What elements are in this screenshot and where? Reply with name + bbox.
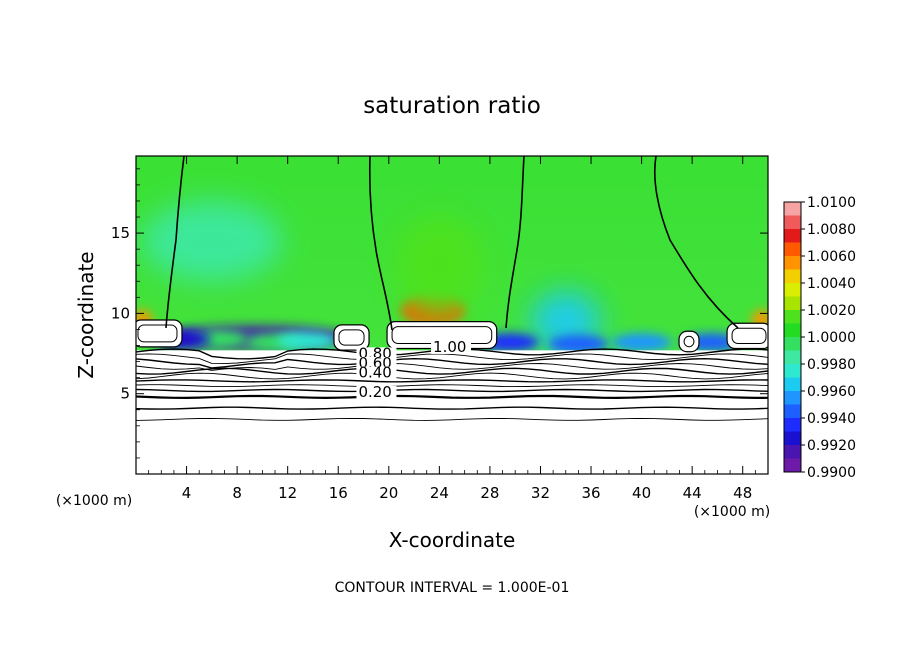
cloud-region-3 xyxy=(678,330,700,353)
contour-line-6 xyxy=(136,379,768,383)
colorbar: 1.0100 1.0080 1.0060 1.0040 1.0020 1.0000 0.99… xyxy=(783,195,856,481)
contour-label-0: 1.00 xyxy=(433,338,466,356)
contour-line-7 xyxy=(136,384,768,388)
contour-label-bg-3 xyxy=(356,366,397,380)
contour-label-bg-4 xyxy=(356,385,397,399)
feature-cool-3 xyxy=(141,201,282,282)
contour-line-4 xyxy=(136,367,768,375)
contour-interval-note: CONTOUR INTERVAL = 1.000E-01 xyxy=(335,580,570,596)
cloud-inner-outline-1 xyxy=(338,329,365,346)
colorbar-swatch-1 xyxy=(784,215,801,230)
colorbar-swatch-12 xyxy=(784,364,801,378)
cloud-inner-outline-3 xyxy=(683,335,695,348)
colorbar-label-1: 1.0080 xyxy=(807,222,856,238)
x-tick-label-3: 16 xyxy=(329,484,348,502)
colorbar-swatch-9 xyxy=(784,323,801,338)
colorbar-label-7: 0.9960 xyxy=(807,384,856,400)
colorbar-swatch-14 xyxy=(784,391,801,405)
y-axis-label: Z-coordinate xyxy=(74,251,98,378)
colorbar-swatch-4 xyxy=(784,256,801,270)
contour-line-8 xyxy=(136,388,768,393)
chart-title: saturation ratio xyxy=(363,93,541,119)
x-unit-right: (×1000 m) xyxy=(694,504,770,520)
feature-band-4 xyxy=(548,334,609,353)
colorbar-swatch-8 xyxy=(784,310,801,324)
x-axis: 4 8 12 16 20 24 28 32 36 40 44 48 xyxy=(148,156,756,502)
unity-contours xyxy=(165,156,739,331)
contour-label-4: 0.20 xyxy=(358,383,391,401)
colorbar-swatch-2 xyxy=(784,229,801,243)
stable-layer-contours xyxy=(136,348,768,474)
colorbar-label-3: 1.0040 xyxy=(807,276,856,292)
x-tick-label-5: 24 xyxy=(430,484,449,502)
contour-label-3: 0.40 xyxy=(358,364,391,382)
unity-contour-2 xyxy=(368,156,393,331)
feature-band-2 xyxy=(276,331,337,350)
contour-line-9 xyxy=(136,394,768,400)
x-tick-label-0: 4 xyxy=(182,484,192,502)
contour-line-3 xyxy=(136,363,768,371)
y-tick-label-1: 10 xyxy=(111,304,130,322)
y-axis: 5 10 15 xyxy=(111,168,768,459)
colorbar-swatch-19 xyxy=(784,458,801,473)
colorbar-label-4: 1.0020 xyxy=(807,303,856,319)
y-tick-label-0: 5 xyxy=(120,385,130,403)
cloud-region-1 xyxy=(333,324,370,351)
contour-line-2 xyxy=(136,357,768,369)
x-tick-label-1: 8 xyxy=(232,484,242,502)
colorbar-swatch-5 xyxy=(784,269,801,284)
y-tick-label-2: 15 xyxy=(111,224,130,242)
stable-layer-background xyxy=(136,350,768,474)
x-tick-label-4: 20 xyxy=(379,484,398,502)
colorbar-label-0: 1.0100 xyxy=(807,195,856,211)
colorbar-swatch-16 xyxy=(784,418,801,432)
unity-contour-1 xyxy=(165,156,185,329)
feature-warm-1 xyxy=(394,215,485,316)
cloud-region-4 xyxy=(726,322,768,350)
x-tick-label-2: 12 xyxy=(278,484,297,502)
x-unit-left: (×1000 m) xyxy=(56,493,132,509)
cloud-regions xyxy=(136,319,768,353)
x-tick-label-8: 36 xyxy=(581,484,600,502)
contour-label-bg-0 xyxy=(431,340,472,354)
contour-line-10 xyxy=(136,406,768,410)
colorbar-swatch-17 xyxy=(784,431,801,446)
colorbar-label-10: 0.9900 xyxy=(807,465,856,481)
x-tick-label-10: 44 xyxy=(683,484,702,502)
cloud-region-0 xyxy=(136,319,183,348)
field-features xyxy=(136,201,768,353)
x-tick-label-11: 48 xyxy=(733,484,752,502)
feature-band-5 xyxy=(611,333,672,352)
unity-contour-4 xyxy=(653,156,739,329)
colorbar-swatch-7 xyxy=(784,296,801,311)
colorbar-label-9: 0.9920 xyxy=(807,438,856,454)
colorbar-label-8: 0.9940 xyxy=(807,411,856,427)
colorbar-swatch-15 xyxy=(784,404,801,419)
contour-line-1 xyxy=(136,353,768,365)
colorbar-swatch-0 xyxy=(784,202,801,216)
x-axis-label: X-coordinate xyxy=(389,528,516,552)
colorbar-swatch-18 xyxy=(784,445,801,459)
colorbar-label-5: 1.0000 xyxy=(807,330,856,346)
colorbar-swatch-11 xyxy=(784,350,801,365)
unity-contour-3 xyxy=(505,156,525,329)
contour-line-5 xyxy=(136,372,768,380)
x-tick-label-7: 32 xyxy=(531,484,550,502)
colorbar-swatch-13 xyxy=(784,377,801,392)
colorbar-swatch-6 xyxy=(784,283,801,297)
plot-area: 1.000.800.600.400.20 xyxy=(136,156,768,474)
x-tick-label-6: 28 xyxy=(480,484,499,502)
cloud-inner-outline-4 xyxy=(731,327,767,345)
x-tick-label-9: 40 xyxy=(632,484,651,502)
colorbar-swatch-3 xyxy=(784,242,801,257)
colorbar-label-6: 0.9980 xyxy=(807,357,856,373)
contour-labels: 1.000.800.600.400.20 xyxy=(356,338,472,401)
colorbar-label-2: 1.0060 xyxy=(807,249,856,265)
colorbar-swatch-10 xyxy=(784,337,801,351)
contour-line-11 xyxy=(136,417,768,421)
cloud-inner-outline-0 xyxy=(137,324,178,343)
